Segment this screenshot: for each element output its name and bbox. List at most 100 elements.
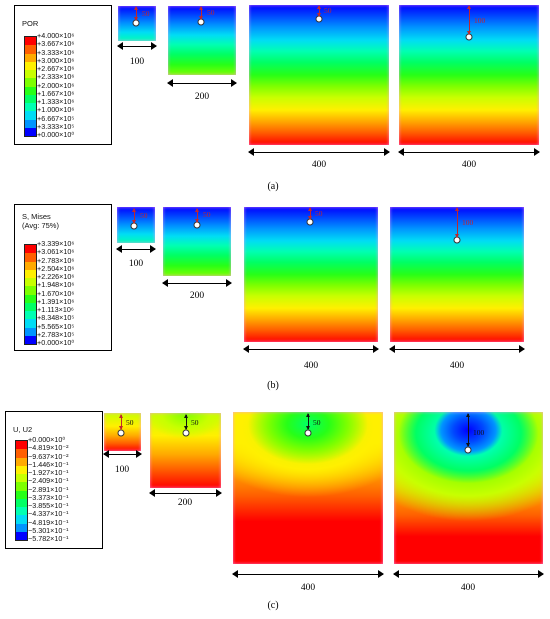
legend-tick: +1.113×10⁶: [37, 305, 74, 314]
depth-label: 50: [313, 418, 321, 427]
depth-arrow: [317, 5, 321, 17]
width-dimension-arrow: [162, 279, 232, 289]
legend-tick: +8.348×10⁵: [37, 313, 75, 323]
width-label: 400: [311, 160, 327, 170]
pile-hole-marker: [182, 429, 190, 437]
depth-arrow: [308, 207, 312, 220]
width-dimension-arrow: [389, 345, 525, 355]
legend-tick: +0.000×10⁰: [37, 130, 75, 139]
legend-tick: +3.333×10⁶: [37, 47, 75, 57]
legend-tick: +2.226×10⁶: [37, 272, 75, 281]
width-dimension-arrow: [117, 42, 157, 52]
depth-arrow: [466, 413, 470, 447]
legend-tick: +0.000×10⁰: [37, 338, 75, 347]
legend-mises: S, Mises (Avg: 75%) +3.339×10⁶ +3.061×10…: [14, 204, 112, 351]
width-dimension-arrow: [243, 345, 379, 355]
depth-arrow: [119, 414, 123, 430]
width-label: 400: [460, 583, 476, 593]
legend-tick: +2.000×10⁶: [37, 80, 75, 90]
depth-label: 50: [324, 6, 332, 15]
width-label: 400: [449, 361, 465, 371]
legend-tick: +2.667×10⁶: [37, 64, 75, 73]
legend-tick: +2.783×10⁶: [37, 255, 75, 265]
pile-hole-marker: [304, 429, 312, 437]
depth-label: 100: [473, 428, 485, 437]
depth-arrow: [306, 413, 310, 430]
width-dimension-arrow: [248, 148, 390, 158]
width-dimension-arrow: [167, 79, 237, 89]
legend-tick: −3.855×10⁻¹: [28, 501, 69, 510]
width-label: 400: [461, 160, 477, 170]
depth-label: 50: [315, 209, 323, 218]
contour-c-width-400: [233, 412, 383, 564]
legend-title: S, Mises (Avg: 75%): [22, 212, 59, 230]
depth-arrow: [467, 5, 471, 35]
legend-tick: +1.391×10⁶: [37, 296, 75, 306]
panel-caption: (c): [267, 600, 279, 611]
width-label: 100: [114, 465, 130, 475]
legend-por: POR +4.000×10⁶ +3.667×10⁶ +3.333×10⁶ +3.…: [14, 5, 112, 145]
depth-label: 50: [191, 418, 199, 427]
pile-hole-marker: [464, 446, 472, 454]
legend-tick: +4.000×10⁶: [37, 31, 75, 40]
width-dimension-arrow: [398, 148, 540, 158]
legend-tick: −9.637×10⁻²: [28, 451, 69, 461]
legend-tick: −5.301×10⁻¹: [28, 525, 69, 535]
depth-label: 50: [140, 211, 148, 220]
width-label: 400: [300, 583, 316, 593]
depth-arrow: [195, 208, 199, 223]
legend-tick: −5.782×10⁻¹: [28, 534, 69, 543]
legend-tick: −2.409×10⁻¹: [28, 476, 69, 486]
legend-color-bar: [24, 244, 37, 345]
legend-title: U, U2: [13, 425, 33, 434]
width-label: 400: [303, 361, 319, 371]
depth-arrow: [134, 6, 138, 21]
depth-arrow: [455, 207, 459, 238]
width-label: 200: [194, 92, 210, 102]
width-label: 100: [129, 57, 145, 67]
legend-tick: −4.819×10⁻²: [28, 443, 69, 453]
legend-tick: +5.565×10⁵: [37, 321, 75, 331]
width-dimension-arrow: [149, 489, 222, 499]
legend-tick: +6.667×10⁵: [37, 113, 75, 123]
legend-tick: +3.061×10⁶: [37, 247, 75, 257]
panel-caption: (a): [267, 181, 279, 192]
contour-c-width-200: [150, 413, 221, 488]
contour-a-width-400: [249, 5, 389, 145]
pile-hole-marker: [117, 429, 125, 437]
legend-tick: −4.819×10⁻¹: [28, 517, 69, 527]
legend-tick: +1.000×10⁶: [37, 105, 75, 115]
width-dimension-arrow: [116, 245, 156, 255]
depth-label: 100: [474, 16, 486, 25]
legend-tick: +2.783×10⁵: [37, 329, 75, 339]
legend-tick: −2.891×10⁻¹: [28, 484, 69, 494]
legend-tick: +3.000×10⁶: [37, 55, 75, 65]
width-dimension-arrow: [393, 570, 544, 580]
width-label: 200: [189, 291, 205, 301]
depth-label: 50: [207, 8, 215, 17]
legend-tick: +2.504×10⁶: [37, 263, 75, 273]
legend-tick: +3.339×10⁶: [37, 239, 75, 248]
width-dimension-arrow: [232, 570, 384, 580]
width-dimension-arrow: [103, 450, 142, 460]
depth-arrow: [132, 208, 136, 224]
legend-color-bar: [15, 440, 28, 541]
width-label: 100: [128, 259, 144, 269]
depth-label: 100: [462, 218, 474, 227]
legend-tick: −4.337×10⁻¹: [28, 509, 69, 519]
depth-label: 50: [142, 9, 150, 18]
legend-tick: +0.000×10⁰: [28, 435, 66, 444]
legend-tick: +3.333×10⁵: [37, 121, 75, 131]
depth-arrow: [199, 6, 203, 20]
legend-tick: −3.373×10⁻¹: [28, 492, 69, 502]
depth-arrow: [184, 414, 188, 430]
legend-color-bar: [24, 36, 37, 137]
legend-tick: −1.446×10⁻¹: [28, 459, 69, 469]
legend-tick: +2.333×10⁶: [37, 72, 75, 82]
depth-label: 50: [203, 210, 211, 219]
legend-tick: +3.667×10⁶: [37, 39, 75, 49]
legend-tick: +1.333×10⁶: [37, 97, 75, 106]
legend-tick: +1.670×10⁶: [37, 288, 75, 298]
legend-tick: +1.667×10⁶: [37, 88, 75, 98]
legend-title: POR: [22, 19, 39, 28]
